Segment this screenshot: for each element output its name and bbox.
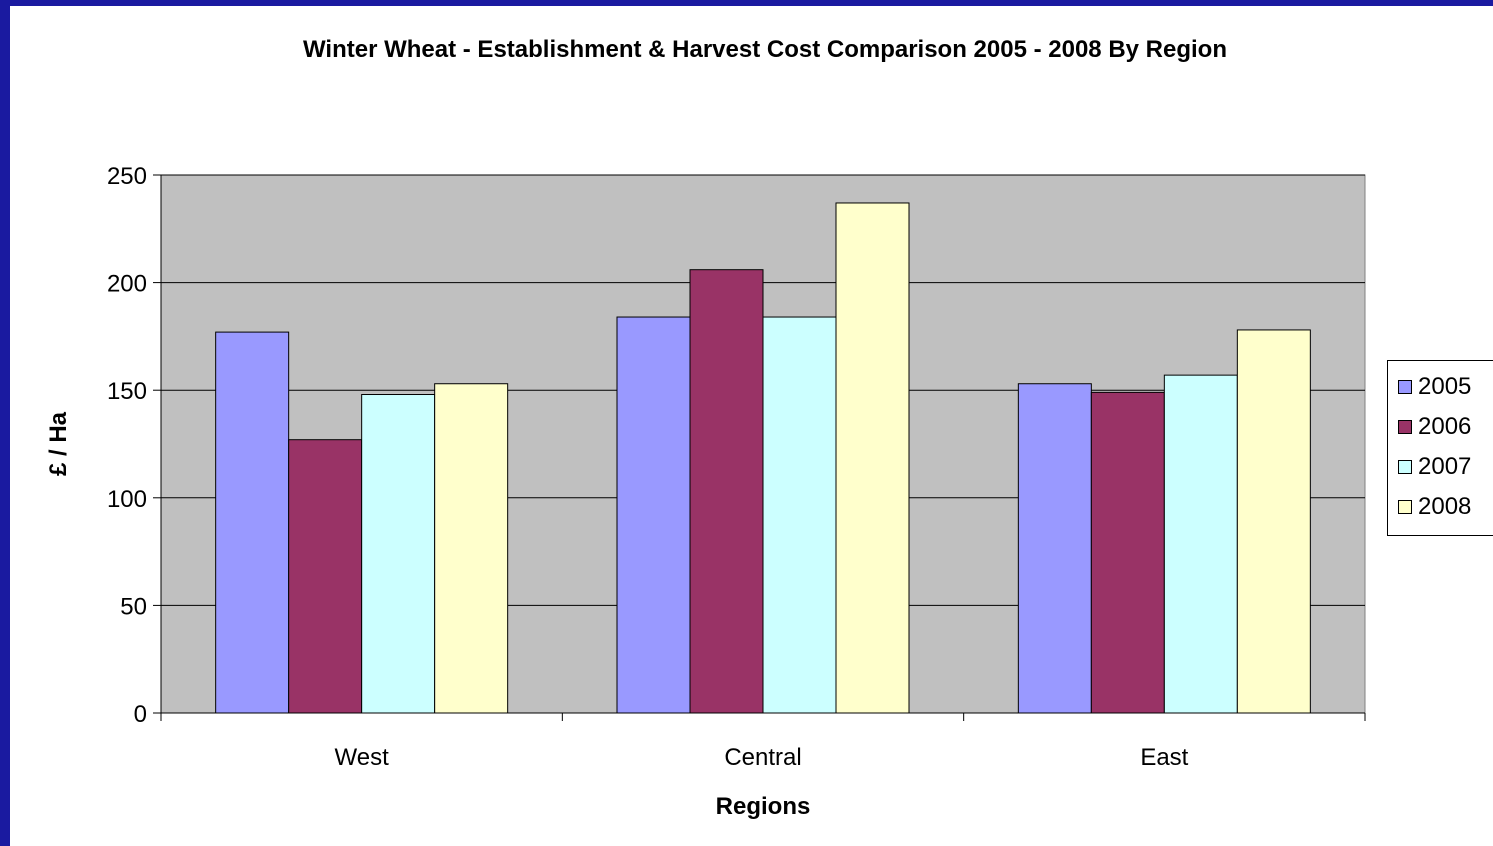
bar-2006-central (689, 269, 764, 714)
legend-label-2005: 2005 (1418, 373, 1472, 400)
bar-2006-west (288, 439, 363, 714)
bar-2005-west (215, 331, 290, 714)
y-tick-label-4: 200 (107, 271, 147, 298)
legend-swatch-2005 (1398, 380, 1412, 394)
bar-2007-east (1163, 374, 1238, 714)
legend-swatch-2008 (1398, 500, 1412, 514)
legend-label-2008: 2008 (1418, 493, 1472, 520)
y-tick-label-1: 50 (120, 593, 147, 620)
y-tick-label-5: 250 (107, 163, 147, 190)
bar-2008-central (835, 202, 910, 714)
chart-title: Winter Wheat - Establishment & Harvest C… (302, 36, 1227, 63)
legend-label-2006: 2006 (1418, 413, 1472, 440)
y-tick-label-0: 0 (134, 701, 147, 728)
y-axis-title: £ / Ha (45, 411, 72, 476)
legend-item-2005: 2005 (1398, 369, 1471, 405)
bar-2006-east (1090, 391, 1165, 714)
bar-2005-east (1017, 383, 1092, 714)
bar-2007-central (762, 316, 837, 714)
legend-item-2006: 2006 (1398, 409, 1471, 445)
legend: 2005 2006 2007 2008 (1387, 360, 1493, 536)
y-tick-label-3: 150 (107, 378, 147, 405)
x-axis-title: Regions (716, 793, 811, 820)
bar-2005-central (616, 316, 691, 714)
legend-swatch-2007 (1398, 460, 1412, 474)
bar-2007-west (361, 394, 436, 714)
x-tick-label-2: East (1140, 744, 1188, 771)
x-tick-label-1: Central (724, 744, 801, 771)
y-tick-label-2: 100 (107, 486, 147, 513)
legend-item-2007: 2007 (1398, 449, 1471, 485)
legend-label-2007: 2007 (1418, 453, 1472, 480)
legend-swatch-2006 (1398, 420, 1412, 434)
legend-item-2008: 2008 (1398, 489, 1471, 525)
x-tick-label-0: West (335, 744, 390, 771)
bar-2008-west (434, 383, 509, 714)
bar-2008-east (1236, 329, 1311, 714)
